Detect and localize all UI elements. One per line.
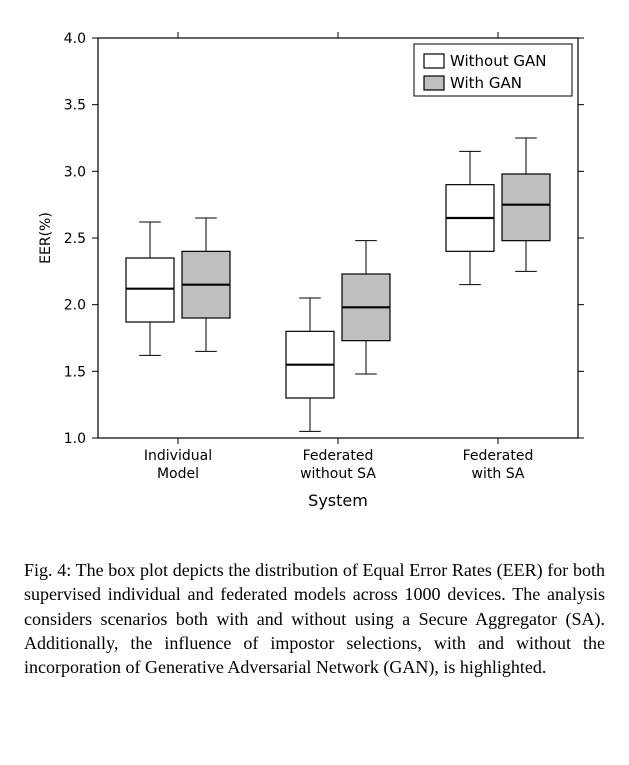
- svg-text:3.0: 3.0: [64, 164, 86, 180]
- svg-text:Individual: Individual: [144, 448, 212, 464]
- svg-text:2.5: 2.5: [64, 231, 86, 247]
- svg-text:Federated: Federated: [463, 448, 534, 464]
- svg-text:1.0: 1.0: [64, 431, 86, 447]
- svg-text:EER(%): EER(%): [38, 212, 54, 264]
- svg-text:without SA: without SA: [300, 466, 376, 482]
- svg-text:with SA: with SA: [472, 466, 525, 482]
- svg-text:3.5: 3.5: [64, 98, 86, 114]
- svg-text:System: System: [308, 491, 368, 510]
- chart-svg: 1.0 1.5 2.0 2.5 3.0 3.5 4.0 EER(%) Individual Mod…: [20, 20, 609, 540]
- svg-text:2.0: 2.0: [64, 298, 86, 314]
- svg-text:1.5: 1.5: [64, 364, 86, 380]
- svg-text:With GAN: With GAN: [450, 74, 522, 92]
- svg-text:Federated: Federated: [303, 448, 374, 464]
- boxplot-chart: 1.0 1.5 2.0 2.5 3.0 3.5 4.0 EER(%) Individual Mod…: [20, 20, 609, 540]
- figure-caption: Fig. 4: The box plot depicts the distrib…: [20, 558, 609, 679]
- svg-text:Without GAN: Without GAN: [450, 52, 547, 70]
- svg-text:4.0: 4.0: [64, 31, 86, 47]
- svg-text:Model: Model: [157, 466, 199, 482]
